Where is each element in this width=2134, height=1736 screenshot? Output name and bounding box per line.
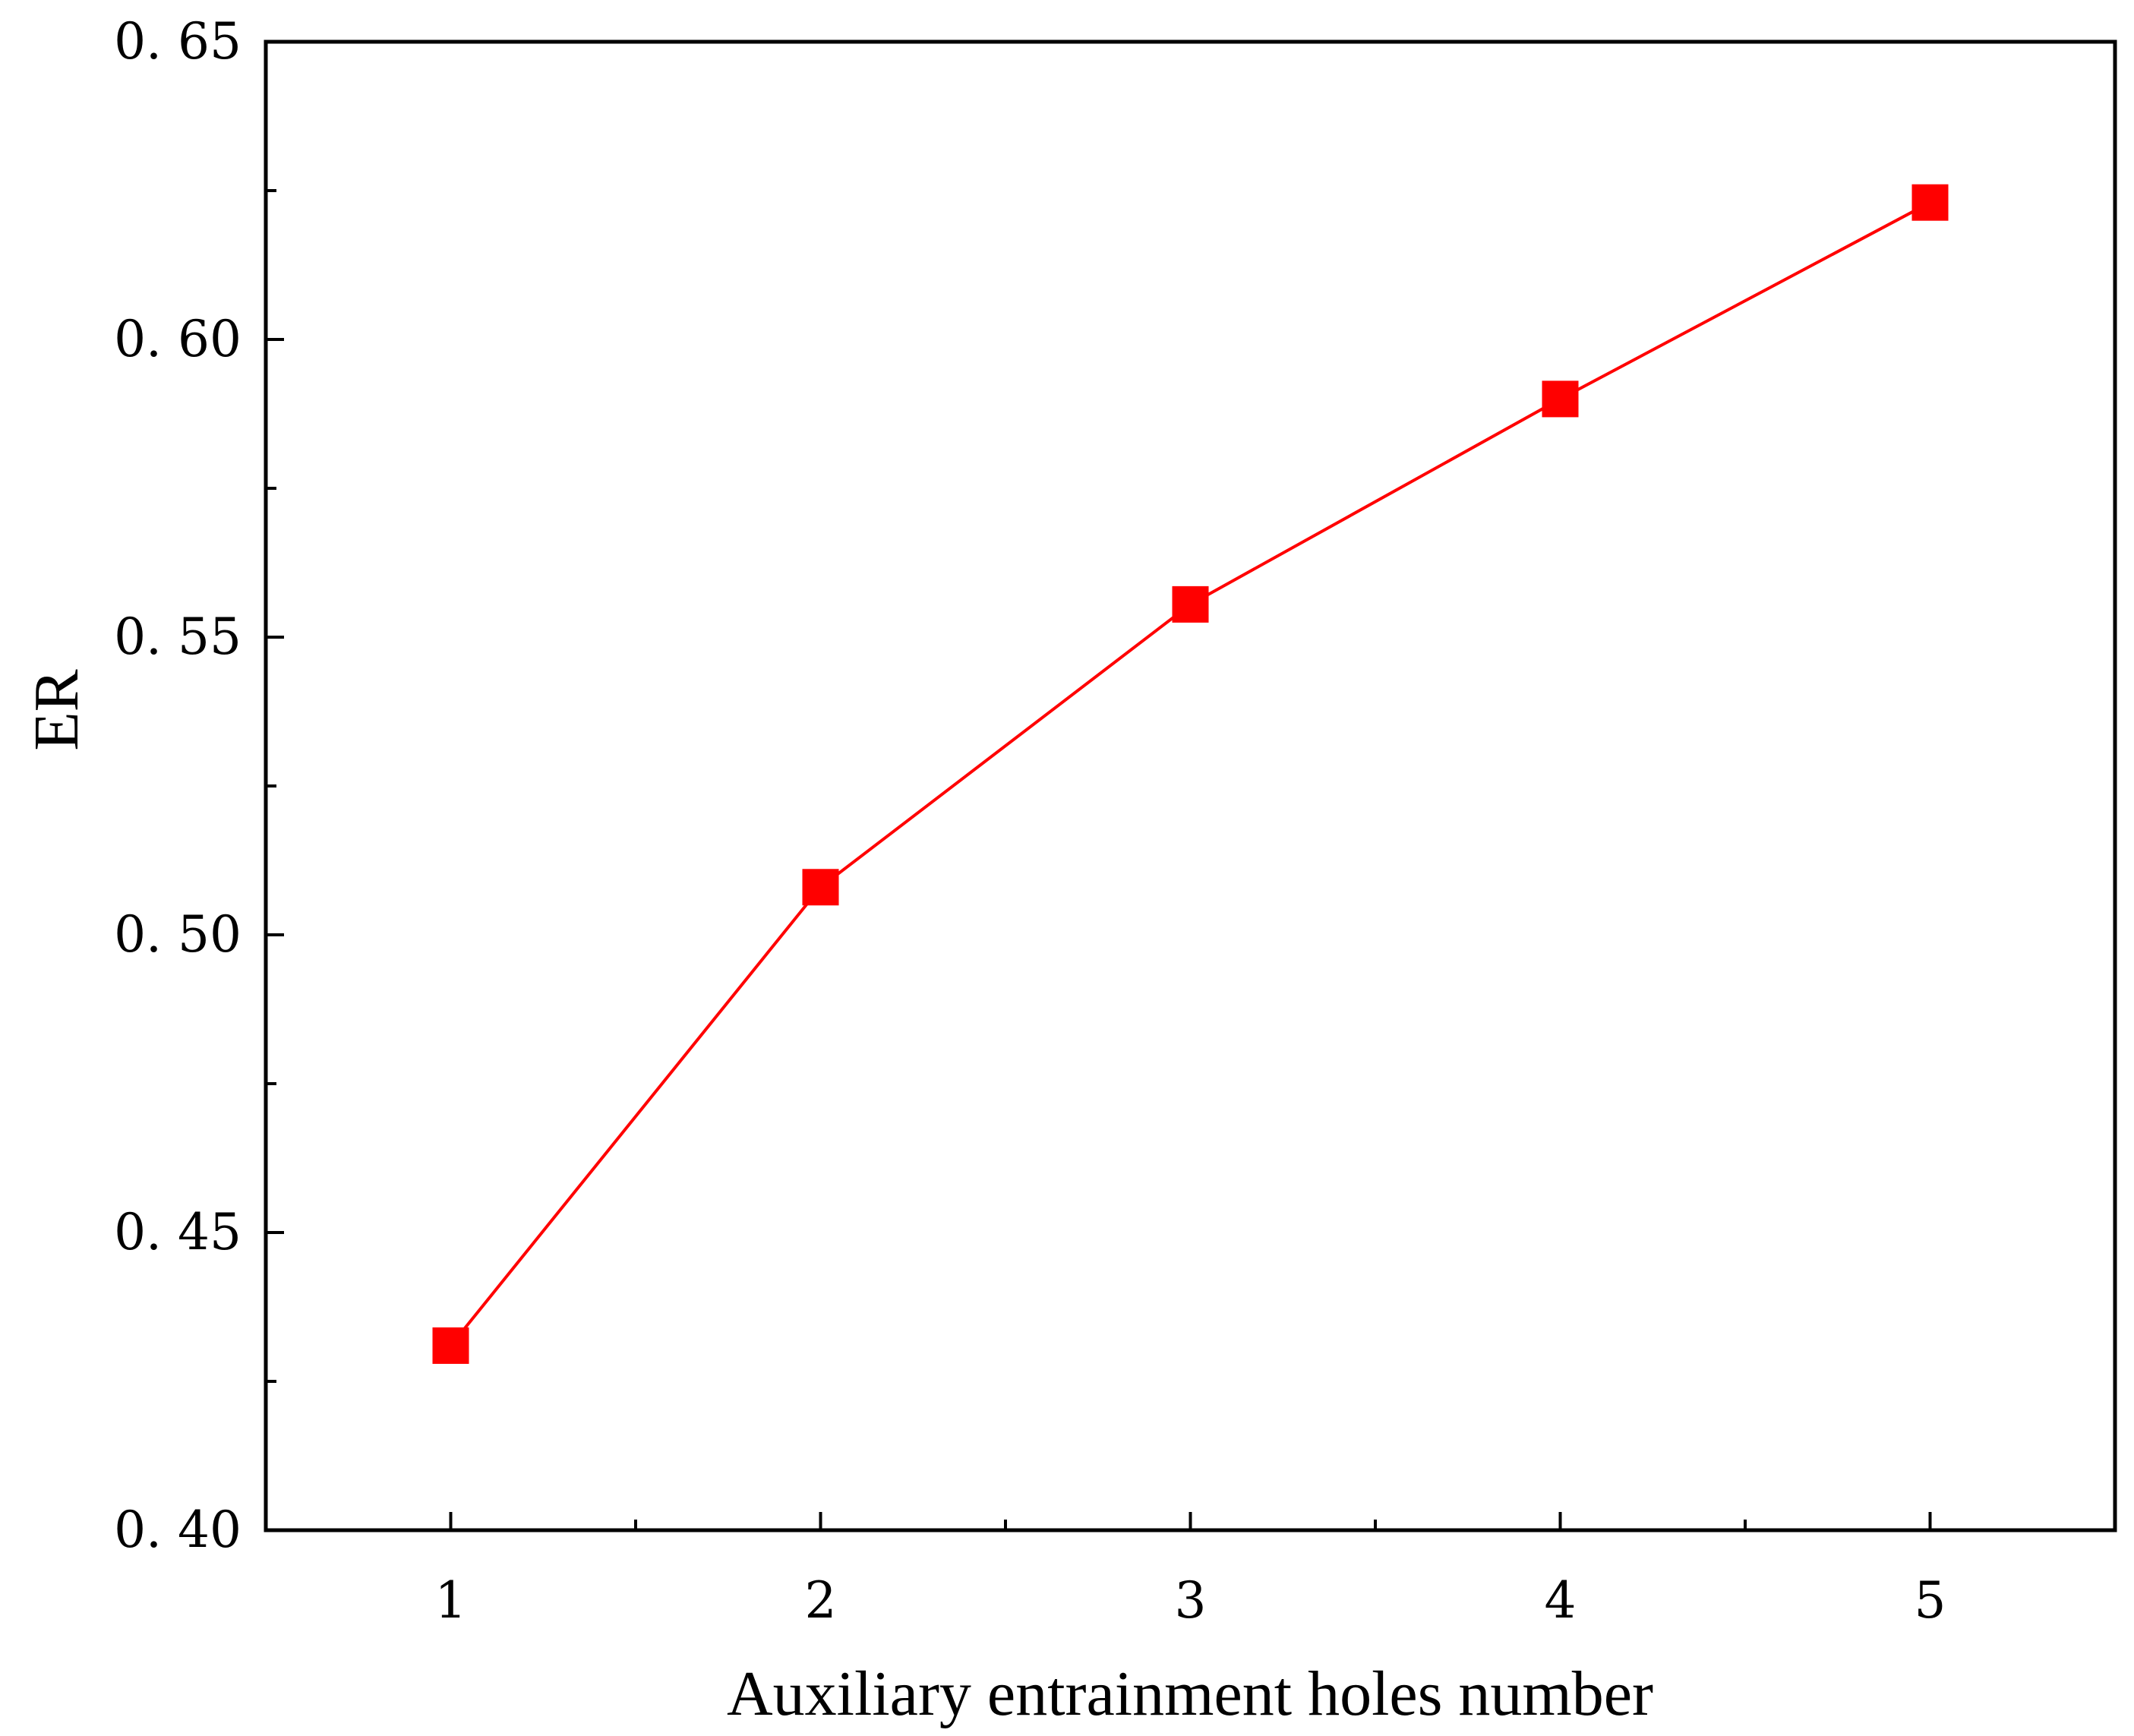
data-point-marker [1542, 380, 1579, 418]
y-tick-label: 0. 50 [114, 905, 241, 964]
y-tick-label: 0. 55 [114, 608, 241, 666]
data-point-marker [1911, 184, 1949, 221]
x-axis-title: Auxiliary entrainment holes number [727, 1659, 1653, 1729]
y-axis-title: ER [21, 669, 92, 750]
series-group [432, 184, 1949, 1364]
y-tick-label: 0. 45 [114, 1203, 241, 1261]
data-point-marker [432, 1327, 469, 1364]
x-tick-label: 1 [435, 1571, 467, 1630]
y-tick-label: 0. 60 [114, 310, 241, 368]
y-axis-ticks: 0. 40 0. 45 0. 50 0. 55 0. 60 0. 65 [114, 12, 284, 1559]
x-tick-label: 4 [1545, 1571, 1577, 1630]
x-tick-label: 2 [805, 1571, 837, 1630]
plot-frame [264, 39, 2117, 1532]
x-tick-label: 5 [1915, 1571, 1946, 1630]
x-tick-label: 3 [1175, 1571, 1207, 1630]
data-point-marker [1172, 586, 1209, 623]
y-tick-label: 0. 40 [114, 1501, 241, 1559]
y-tick-label: 0. 65 [114, 12, 241, 71]
x-axis-ticks: 1 2 3 4 5 [435, 1512, 1946, 1630]
data-point-marker [802, 869, 839, 906]
series-line [449, 200, 1931, 1347]
